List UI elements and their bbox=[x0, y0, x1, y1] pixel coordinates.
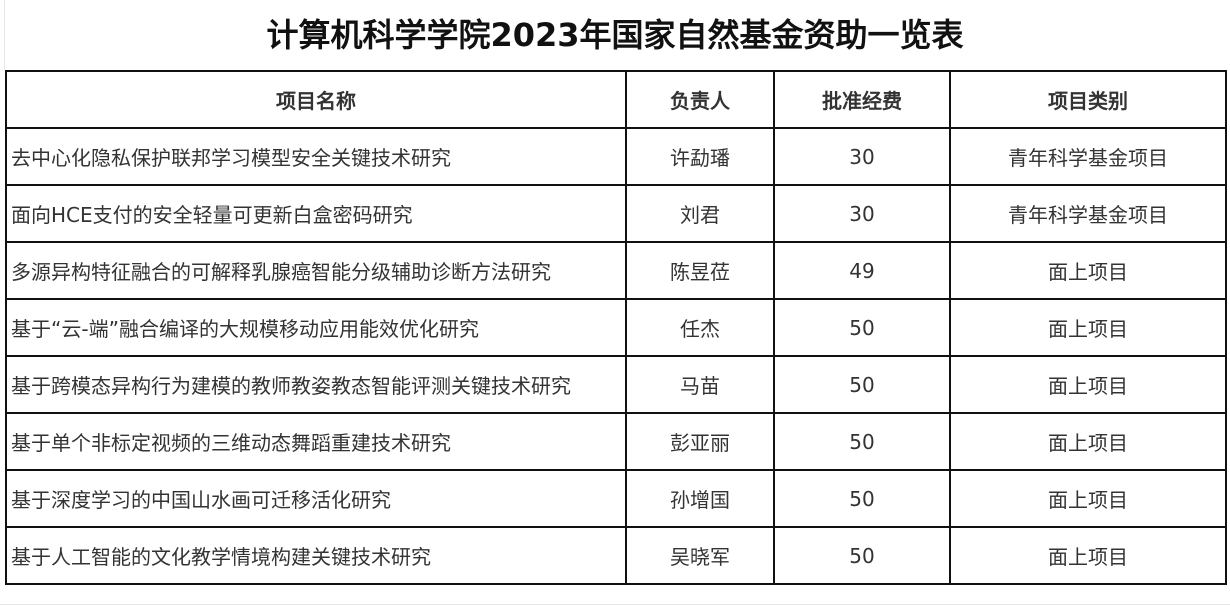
header-leader: 负责人 bbox=[625, 70, 775, 129]
header-category: 项目类别 bbox=[949, 70, 1227, 129]
cell-funding[interactable]: 50 bbox=[773, 526, 951, 585]
table-row: 基于人工智能的文化教学情境构建关键技术研究 吴晓军 50 面上项目 bbox=[5, 526, 1227, 585]
cell-project-name[interactable]: 多源异构特征融合的可解释乳腺癌智能分级辅助诊断方法研究 bbox=[5, 241, 627, 300]
cell-category[interactable]: 面上项目 bbox=[949, 298, 1227, 357]
table-header-row: 项目名称 负责人 批准经费 项目类别 bbox=[5, 70, 1227, 129]
cell-project-name[interactable]: 基于人工智能的文化教学情境构建关键技术研究 bbox=[5, 526, 627, 585]
cell-leader[interactable]: 刘君 bbox=[625, 184, 775, 243]
cell-category[interactable]: 面上项目 bbox=[949, 355, 1227, 414]
cell-leader[interactable]: 彭亚丽 bbox=[625, 412, 775, 471]
page-title: 计算机科学学院2023年国家自然基金资助一览表 bbox=[266, 16, 964, 54]
cell-project-name[interactable]: 基于“云-端”融合编译的大规模移动应用能效优化研究 bbox=[5, 298, 627, 357]
cell-category[interactable]: 面上项目 bbox=[949, 469, 1227, 528]
cell-project-name[interactable]: 去中心化隐私保护联邦学习模型安全关键技术研究 bbox=[5, 127, 627, 186]
table-row: 基于跨模态异构行为建模的教师教姿教态智能评测关键技术研究 马苗 50 面上项目 bbox=[5, 355, 1227, 414]
cell-funding[interactable]: 30 bbox=[773, 127, 951, 186]
cell-leader[interactable]: 马苗 bbox=[625, 355, 775, 414]
cell-leader[interactable]: 孙增国 bbox=[625, 469, 775, 528]
table-row: 基于“云-端”融合编译的大规模移动应用能效优化研究 任杰 50 面上项目 bbox=[5, 298, 1227, 357]
cell-leader[interactable]: 任杰 bbox=[625, 298, 775, 357]
cell-project-name[interactable]: 基于单个非标定视频的三维动态舞蹈重建技术研究 bbox=[5, 412, 627, 471]
cell-leader[interactable]: 许勐璠 bbox=[625, 127, 775, 186]
cell-leader[interactable]: 陈昱莅 bbox=[625, 241, 775, 300]
cell-project-name[interactable]: 基于深度学习的中国山水画可迁移活化研究 bbox=[5, 469, 627, 528]
table-row: 去中心化隐私保护联邦学习模型安全关键技术研究 许勐璠 30 青年科学基金项目 bbox=[5, 127, 1227, 186]
cell-category[interactable]: 青年科学基金项目 bbox=[949, 127, 1227, 186]
sheet-gridline bbox=[4, 0, 5, 70]
table-row: 基于深度学习的中国山水画可迁移活化研究 孙增国 50 面上项目 bbox=[5, 469, 1227, 528]
cell-project-name[interactable]: 基于跨模态异构行为建模的教师教姿教态智能评测关键技术研究 bbox=[5, 355, 627, 414]
cell-funding[interactable]: 50 bbox=[773, 355, 951, 414]
cell-funding[interactable]: 50 bbox=[773, 412, 951, 471]
table-row: 面向HCE支付的安全轻量可更新白盒密码研究 刘君 30 青年科学基金项目 bbox=[5, 184, 1227, 243]
cell-category[interactable]: 青年科学基金项目 bbox=[949, 184, 1227, 243]
table-row: 基于单个非标定视频的三维动态舞蹈重建技术研究 彭亚丽 50 面上项目 bbox=[5, 412, 1227, 471]
cell-funding[interactable]: 49 bbox=[773, 241, 951, 300]
header-project-name: 项目名称 bbox=[5, 70, 627, 129]
cell-category[interactable]: 面上项目 bbox=[949, 412, 1227, 471]
funding-table: 项目名称 负责人 批准经费 项目类别 去中心化隐私保护联邦学习模型安全关键技术研究 许勐… bbox=[5, 70, 1227, 585]
cell-funding[interactable]: 30 bbox=[773, 184, 951, 243]
header-funding: 批准经费 bbox=[773, 70, 951, 129]
cell-leader[interactable]: 吴晓军 bbox=[625, 526, 775, 585]
cell-funding[interactable]: 50 bbox=[773, 298, 951, 357]
cell-funding[interactable]: 50 bbox=[773, 469, 951, 528]
cell-category[interactable]: 面上项目 bbox=[949, 241, 1227, 300]
table-row: 多源异构特征融合的可解释乳腺癌智能分级辅助诊断方法研究 陈昱莅 49 面上项目 bbox=[5, 241, 1227, 300]
cell-project-name[interactable]: 面向HCE支付的安全轻量可更新白盒密码研究 bbox=[5, 184, 627, 243]
sheet-gridline bbox=[0, 604, 1230, 605]
cell-category[interactable]: 面上项目 bbox=[949, 526, 1227, 585]
